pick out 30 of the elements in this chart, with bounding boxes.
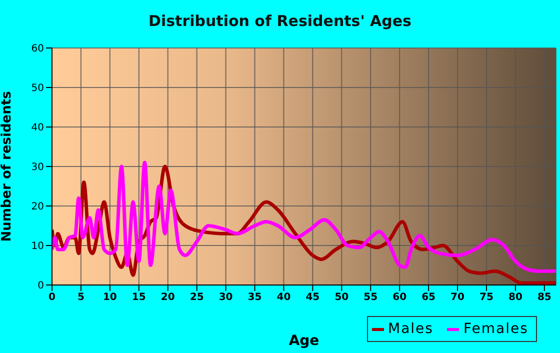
x-axis-title: Age bbox=[288, 333, 320, 349]
y-tick-label: 30 bbox=[31, 162, 44, 174]
x-tick-label: 75 bbox=[480, 292, 494, 304]
x-tick-label: 25 bbox=[190, 292, 204, 304]
y-tick-label: 0 bbox=[38, 280, 44, 292]
legend-label: Females bbox=[463, 321, 528, 337]
x-tick-label: 40 bbox=[276, 292, 291, 304]
y-tick-label: 50 bbox=[31, 83, 44, 94]
x-tick-label: 50 bbox=[334, 292, 349, 304]
x-tick-label: 20 bbox=[160, 292, 175, 304]
y-axis-title: Number of residents bbox=[0, 90, 15, 242]
chart-title: Distribution of Residents' Ages bbox=[148, 12, 412, 30]
x-tick-label: 85 bbox=[537, 292, 552, 304]
x-tick-label: 55 bbox=[364, 292, 378, 304]
x-tick-label: 10 bbox=[102, 292, 117, 304]
x-tick-label: 65 bbox=[422, 292, 436, 304]
x-tick-label: 35 bbox=[248, 292, 262, 304]
legend-label: Males bbox=[388, 321, 434, 337]
x-tick-label: 30 bbox=[218, 292, 233, 304]
y-tick-label: 20 bbox=[31, 202, 44, 213]
x-tick-label: 5 bbox=[77, 292, 84, 304]
x-tick-label: 0 bbox=[48, 292, 56, 304]
x-tick-label: 60 bbox=[392, 292, 407, 304]
x-tick-label: 45 bbox=[306, 292, 320, 304]
x-tick-label: 70 bbox=[450, 292, 465, 304]
x-tick-label: 15 bbox=[132, 292, 146, 304]
y-tick-label: 40 bbox=[31, 122, 44, 134]
y-tick-label: 60 bbox=[31, 44, 44, 55]
y-tick-label: 10 bbox=[31, 241, 44, 252]
x-tick-label: 80 bbox=[508, 292, 522, 304]
